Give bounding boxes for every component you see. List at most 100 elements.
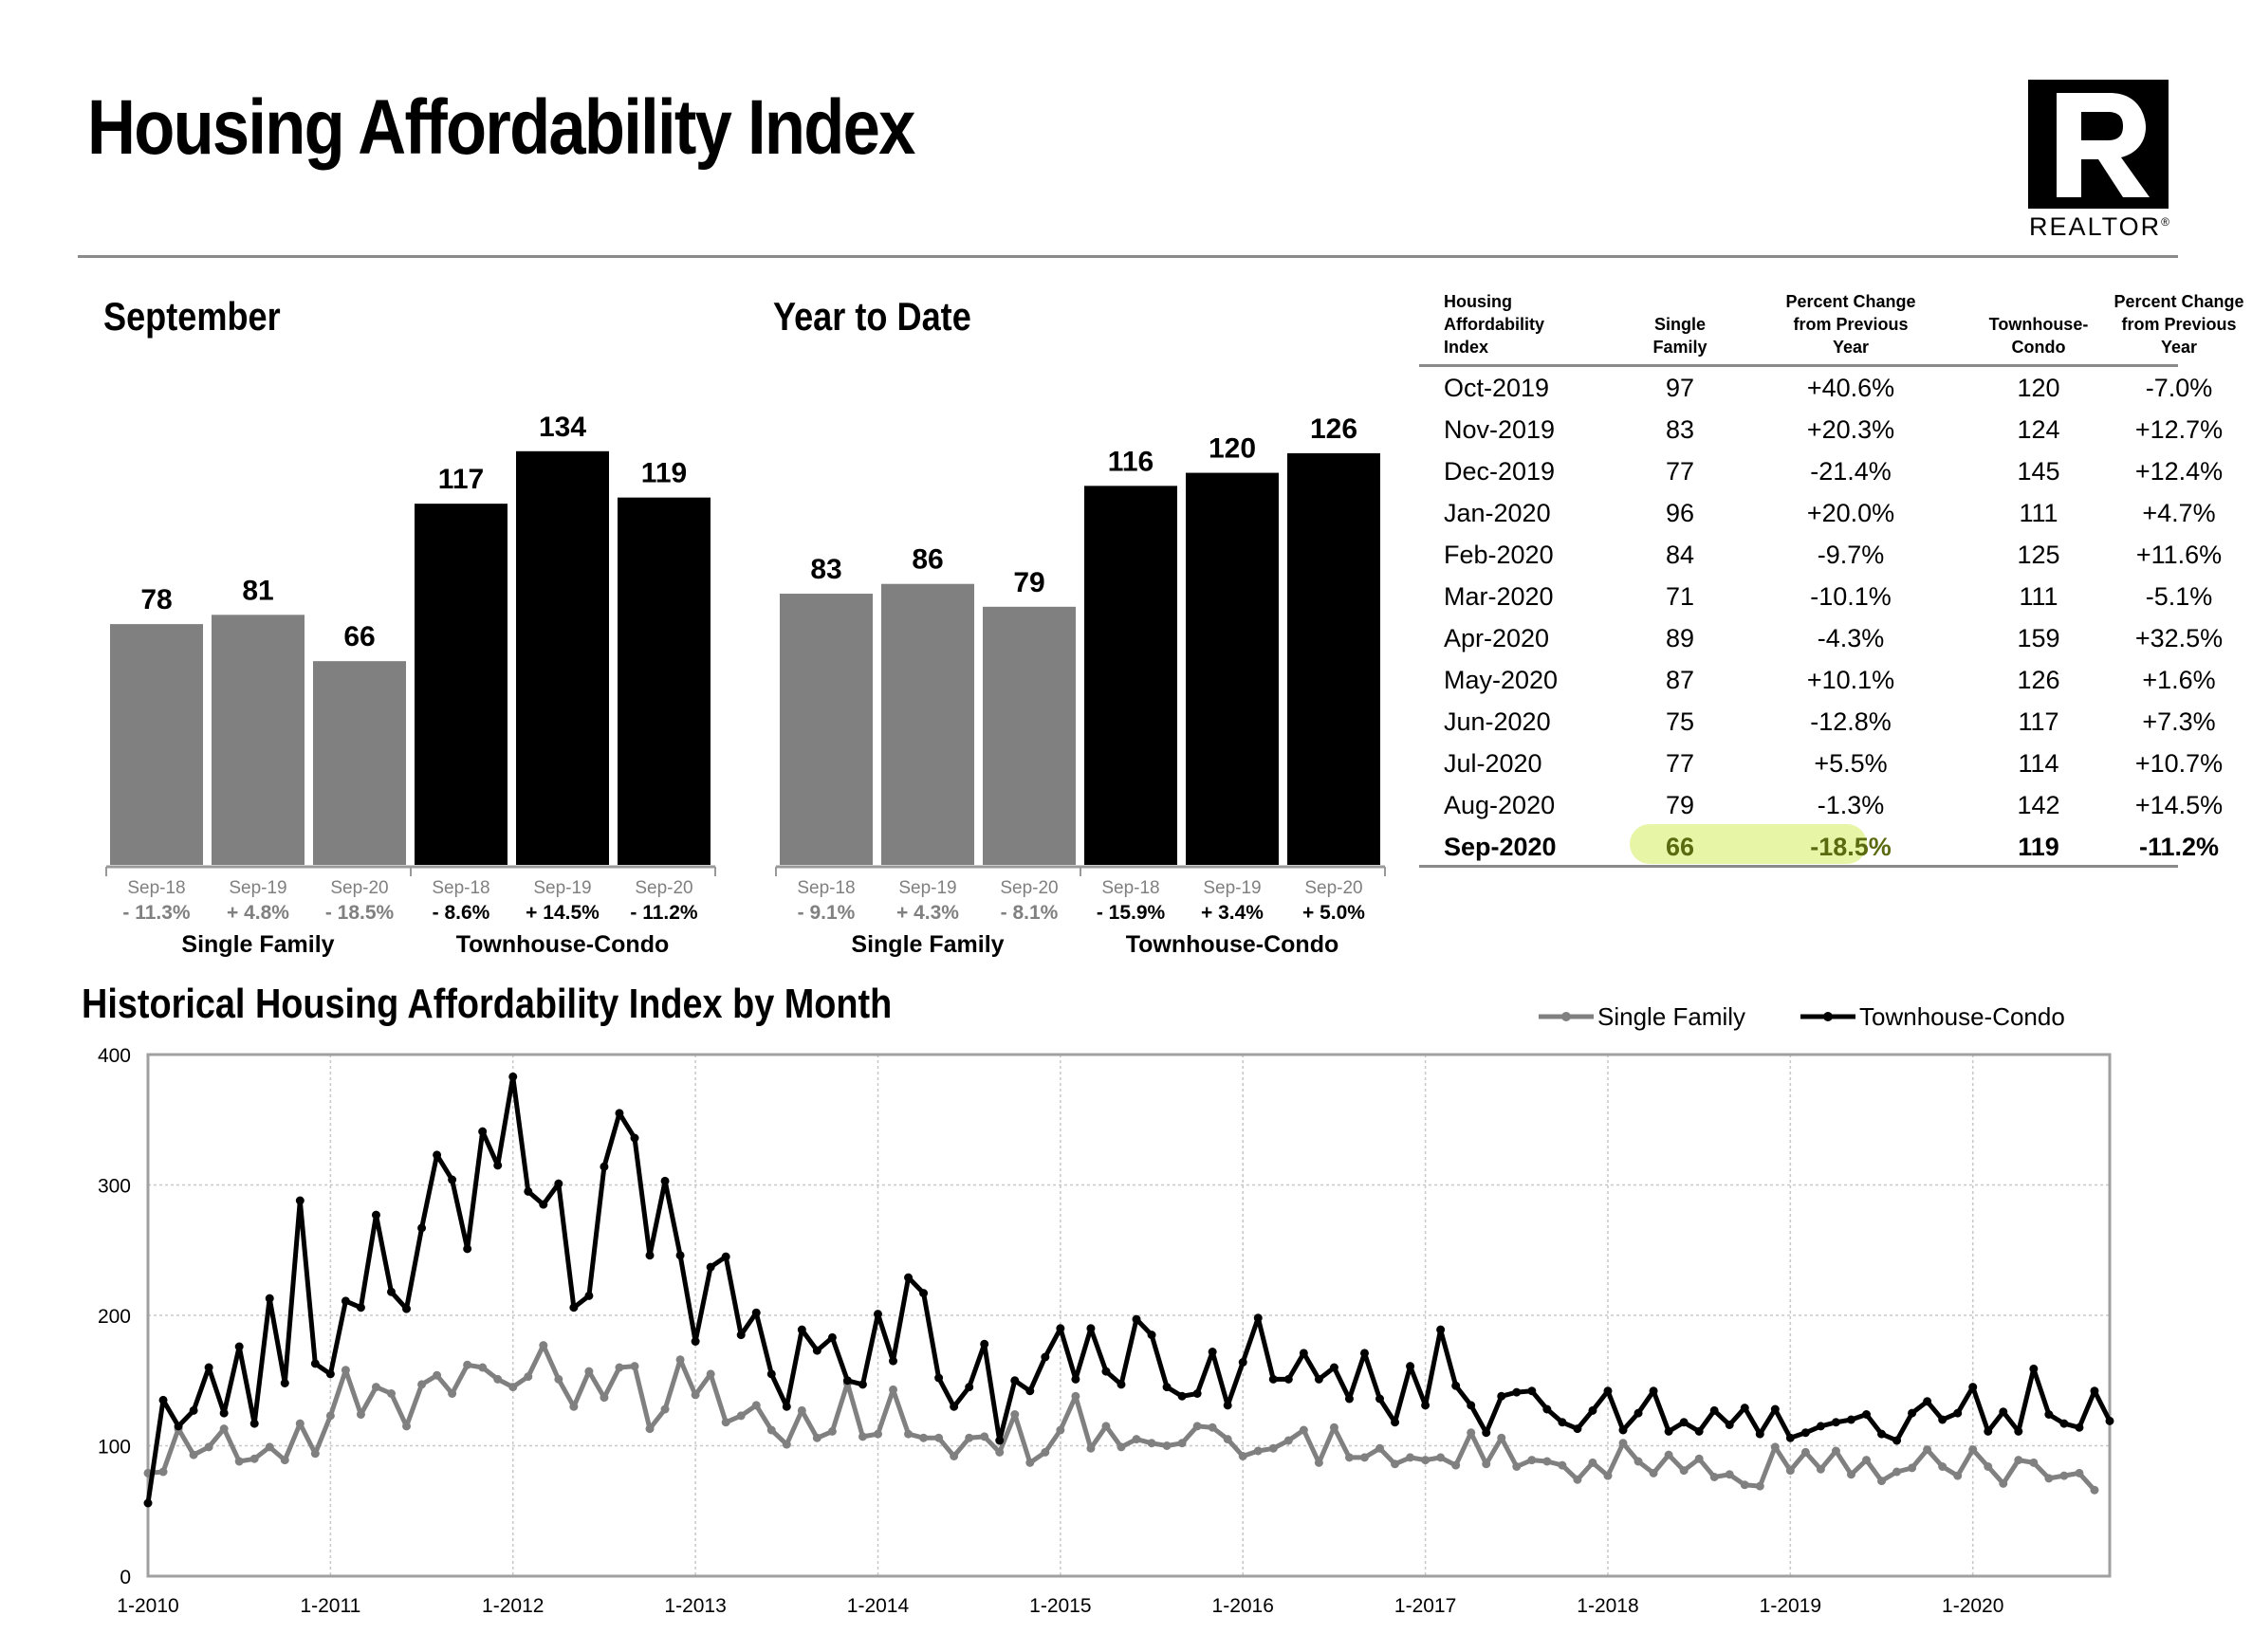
month-cell: Jun-2020 — [1444, 707, 1551, 736]
townhouse-condo-point — [1892, 1436, 1902, 1445]
single-family-point — [889, 1385, 898, 1394]
townhouse-condo-point — [1329, 1363, 1338, 1372]
townhouse-condo-cell: 120 — [2017, 374, 2060, 402]
single-family-point — [1725, 1470, 1734, 1479]
table-header-rule — [1419, 364, 2178, 367]
r-logo-icon — [2057, 93, 2150, 197]
single-family-point — [280, 1456, 289, 1465]
bar-value-label: 81 — [242, 575, 273, 606]
header-line: Percent Change — [1785, 292, 1916, 311]
townhouse-condo-cell: 117 — [2018, 707, 2059, 736]
category-tick-label: Sep-20 — [330, 878, 388, 898]
single-family-pct-cell: -21.4% — [1810, 457, 1892, 486]
table-header-sf-pct: Percent Change from Previous Year — [1742, 290, 1960, 358]
single-family-point — [1862, 1456, 1872, 1465]
single-family-point — [1283, 1436, 1293, 1445]
townhouse-condo-point — [1132, 1314, 1141, 1324]
month-cell: Aug-2020 — [1444, 791, 1556, 819]
townhouse-condo-point — [234, 1342, 244, 1351]
townhouse-condo-point — [782, 1402, 791, 1411]
category-tick-label: Sep-19 — [533, 878, 591, 898]
single-family-point — [524, 1372, 533, 1382]
single-family-point — [1375, 1443, 1385, 1453]
townhouse-condo-point — [1025, 1386, 1035, 1396]
townhouse-condo-point — [766, 1369, 776, 1379]
single-family-point — [1421, 1456, 1431, 1465]
townhouse-condo-point — [706, 1262, 715, 1272]
townhouse-condo-point — [675, 1251, 685, 1260]
month-cell: Nov-2019 — [1444, 415, 1556, 444]
month-cell: Sep-2020 — [1444, 833, 1557, 861]
townhouse-condo-point — [478, 1127, 488, 1136]
single-family-point — [827, 1426, 837, 1436]
single-family-point — [751, 1401, 761, 1410]
townhouse-condo-point — [386, 1287, 396, 1296]
townhouse-condo-point — [919, 1289, 929, 1298]
townhouse-condo-point — [1694, 1426, 1704, 1436]
single-family-point — [1253, 1446, 1263, 1456]
townhouse-condo-point — [402, 1304, 412, 1313]
header-line: Affordability — [1444, 315, 1544, 334]
bar — [415, 504, 508, 865]
single-family-point — [386, 1389, 396, 1398]
table-row: Jun-2020 75 -12.8% 117 +7.3% — [1419, 702, 2216, 743]
single-family-point — [1268, 1443, 1278, 1453]
townhouse-condo-point — [980, 1339, 989, 1349]
category-tick-label: Sep-18 — [1101, 878, 1159, 898]
townhouse-condo-point — [1406, 1362, 1415, 1371]
townhouse-condo-point — [1421, 1401, 1431, 1410]
townhouse-condo-point — [2059, 1419, 2069, 1428]
single-family-point — [995, 1447, 1005, 1457]
single-family-point — [1603, 1471, 1613, 1480]
single-family-point — [1938, 1462, 1947, 1471]
townhouse-condo-cell: 145 — [2017, 457, 2060, 486]
single-family-point — [1406, 1453, 1415, 1462]
history-title: Historical Housing Affordability Index b… — [82, 981, 893, 1027]
single-family-point — [660, 1404, 670, 1414]
townhouse-condo-point — [1755, 1429, 1764, 1439]
single-family-point — [1467, 1428, 1476, 1438]
month-cell: May-2020 — [1444, 666, 1559, 694]
townhouse-condo-point — [310, 1359, 320, 1368]
single-family-point — [1482, 1459, 1491, 1469]
single-family-point — [980, 1432, 989, 1441]
table-header-single-family: Single Family — [1637, 313, 1723, 358]
townhouse-condo-point — [433, 1150, 442, 1160]
category-tick-label: Sep-20 — [635, 878, 692, 898]
month-cell: Jan-2020 — [1444, 499, 1551, 527]
header-line: Single — [1653, 315, 1706, 334]
townhouse-condo-point — [1010, 1376, 1020, 1386]
townhouse-condo-point — [1512, 1387, 1522, 1397]
category-tick-label: Sep-20 — [1304, 878, 1362, 898]
townhouse-condo-pct-cell: -11.2% — [2138, 833, 2220, 861]
single-family-point — [1923, 1445, 1932, 1455]
townhouse-condo-point — [1846, 1415, 1855, 1424]
single-family-point — [234, 1457, 244, 1466]
single-family-point — [417, 1380, 427, 1389]
townhouse-condo-point — [1253, 1313, 1263, 1323]
september-bar-chart: 78 Sep-18 - 11.3% 81 Sep-19 + 4.8% 66 Sep-20 - 1… — [105, 412, 716, 958]
single-family-pct-cell: -9.7% — [1817, 541, 1885, 569]
single-family-point — [1709, 1473, 1719, 1481]
single-family-point — [812, 1433, 821, 1442]
bar-value-label: 78 — [140, 584, 172, 615]
x-tick-label: 1-2014 — [847, 1595, 910, 1617]
townhouse-condo-point — [1344, 1394, 1354, 1404]
header-line: Housing — [1444, 292, 1512, 311]
single-family-pct-cell: -12.8% — [1810, 707, 1892, 736]
ytd-title: Year to Date — [773, 294, 971, 339]
bar — [881, 583, 974, 865]
townhouse-condo-point — [842, 1376, 852, 1386]
townhouse-condo-point — [219, 1408, 229, 1418]
townhouse-condo-series-line — [145, 1074, 2113, 1504]
header-line: Index — [1444, 338, 1489, 357]
single-family-cell: 87 — [1665, 666, 1695, 694]
townhouse-condo-point — [1162, 1383, 1172, 1392]
single-family-point — [675, 1355, 685, 1365]
townhouse-condo-point — [189, 1405, 198, 1415]
single-family-point — [766, 1425, 776, 1435]
townhouse-condo-pct-cell: +12.4% — [2134, 457, 2224, 486]
townhouse-condo-point — [341, 1296, 350, 1306]
ytd-bar-chart: 83 Sep-18 - 9.1% 86 Sep-19 + 4.3% 79 Sep-20 - 8.… — [775, 413, 1386, 958]
townhouse-condo-point — [524, 1186, 533, 1196]
